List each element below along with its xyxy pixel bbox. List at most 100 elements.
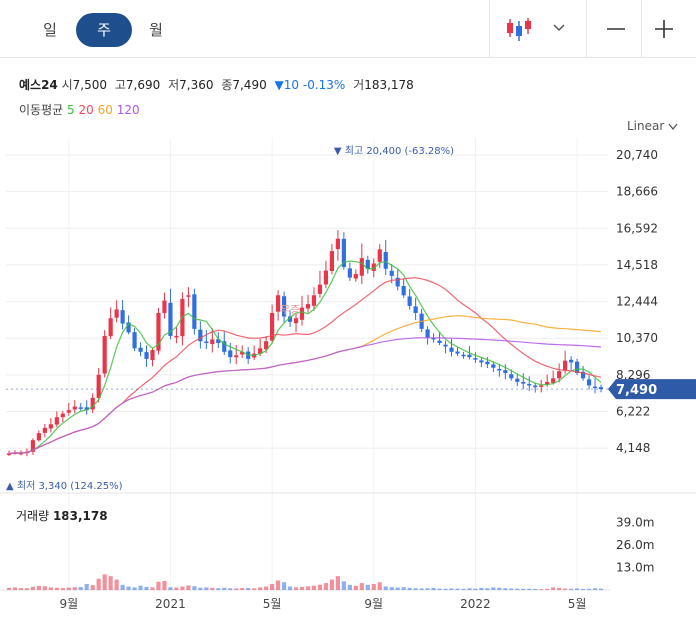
moving-average-line-120 bbox=[8, 337, 602, 454]
volume-bar bbox=[42, 586, 47, 590]
candle-body bbox=[503, 370, 508, 374]
y-tick-label: 4,148 bbox=[616, 441, 650, 455]
y-tick-label: 12,444 bbox=[616, 295, 658, 309]
x-tick-label: 9월 bbox=[364, 597, 383, 611]
moving-average-line-20 bbox=[8, 277, 602, 454]
candle-body bbox=[539, 385, 544, 387]
volume-bar bbox=[335, 576, 340, 590]
candle-body bbox=[6, 453, 12, 455]
candle-body bbox=[497, 368, 502, 371]
candle-body bbox=[389, 270, 394, 276]
volume-bar bbox=[48, 587, 53, 590]
open-label: 시 bbox=[61, 78, 73, 92]
volume-bar bbox=[461, 588, 466, 590]
chevron-down-icon bbox=[553, 24, 565, 32]
candle-body bbox=[359, 258, 364, 276]
volume-bar bbox=[467, 588, 472, 590]
volume-bar bbox=[293, 587, 299, 590]
low-value: 7,360 bbox=[179, 78, 214, 92]
candle-body bbox=[72, 406, 77, 410]
volume-bar bbox=[377, 582, 382, 590]
candle-body bbox=[395, 277, 400, 287]
volume-bar bbox=[353, 585, 358, 590]
candle-body bbox=[144, 352, 149, 359]
zoom-out-button[interactable] bbox=[600, 14, 632, 44]
candle-body bbox=[592, 386, 598, 389]
y-tick-label: 6,222 bbox=[616, 405, 650, 419]
y-tick-label: 8,296 bbox=[616, 368, 650, 382]
candle-body bbox=[413, 306, 418, 313]
scale-selector[interactable]: Linear bbox=[627, 119, 678, 133]
volume-bar bbox=[569, 588, 574, 590]
candle-body bbox=[126, 322, 131, 333]
candle-body bbox=[90, 397, 95, 410]
y-tick-label: 14,518 bbox=[616, 258, 658, 272]
candlestick-icon bbox=[507, 18, 531, 41]
candle-body bbox=[264, 341, 269, 350]
candle-body bbox=[156, 312, 161, 351]
candle-body bbox=[281, 296, 287, 317]
quote-summary: 예스24 시7,500 고7,690 저7,360 종7,490 ▼10 -0.… bbox=[19, 76, 418, 93]
candle-body bbox=[30, 440, 36, 452]
plus-icon bbox=[655, 20, 673, 38]
candle-body bbox=[317, 284, 323, 294]
candle-body bbox=[521, 381, 526, 384]
candle-body bbox=[120, 310, 125, 324]
candle-body bbox=[204, 341, 209, 344]
volume-bar bbox=[317, 584, 323, 590]
volume-bar bbox=[246, 587, 251, 590]
volume-bar bbox=[138, 585, 143, 590]
candle-body bbox=[401, 285, 406, 296]
volume-bar bbox=[287, 586, 293, 590]
volume-bar bbox=[491, 587, 496, 590]
zoom-in-button[interactable] bbox=[648, 14, 680, 44]
candle-body bbox=[341, 238, 346, 268]
candle-body bbox=[551, 378, 556, 383]
volume-bar bbox=[515, 588, 520, 590]
candle-body bbox=[311, 295, 317, 306]
volume-bar bbox=[305, 586, 311, 590]
candle-body bbox=[335, 238, 340, 250]
volume-bar bbox=[359, 583, 364, 590]
candle-body bbox=[473, 358, 478, 360]
candle-body bbox=[563, 360, 568, 371]
tab-month[interactable]: 월 bbox=[149, 21, 163, 39]
volume-bar bbox=[598, 588, 604, 590]
volume-bar bbox=[114, 579, 119, 590]
candle-body bbox=[485, 361, 490, 365]
candle-body bbox=[329, 251, 335, 272]
volume-bar bbox=[264, 586, 269, 590]
candle-body bbox=[96, 374, 101, 398]
candle-body bbox=[192, 294, 197, 329]
volume-bar bbox=[275, 580, 281, 590]
volume-bar bbox=[443, 588, 448, 590]
candle-body bbox=[48, 424, 53, 429]
volume-bar bbox=[198, 587, 203, 590]
volume-bar bbox=[258, 587, 263, 590]
volume-bar bbox=[72, 587, 77, 590]
tab-day[interactable]: 일 bbox=[43, 21, 57, 39]
current-price-tag bbox=[608, 379, 696, 400]
volume-bar bbox=[473, 588, 478, 590]
volume-bar bbox=[210, 587, 215, 590]
volume-bar bbox=[395, 587, 400, 590]
volume-bar bbox=[192, 586, 197, 590]
open-value: 7,500 bbox=[72, 78, 108, 92]
volume-bar bbox=[204, 587, 209, 590]
candle-body bbox=[353, 274, 358, 279]
tab-week[interactable]: 주 bbox=[76, 13, 132, 47]
x-tick-label: 5월 bbox=[263, 597, 282, 611]
x-tick-label: 2021 bbox=[155, 597, 186, 611]
candle-body bbox=[323, 270, 329, 285]
volume-bar bbox=[240, 588, 245, 590]
chart-type-button[interactable] bbox=[500, 14, 584, 44]
volume-bar bbox=[407, 587, 412, 590]
candle-body bbox=[174, 335, 179, 338]
candle-body bbox=[132, 332, 137, 349]
stock-name: 예스24 bbox=[19, 78, 58, 92]
candle-body bbox=[515, 378, 520, 382]
close-label: 종 bbox=[221, 78, 233, 92]
y-tick-label: 18,666 bbox=[616, 185, 658, 199]
candle-body bbox=[491, 364, 496, 368]
